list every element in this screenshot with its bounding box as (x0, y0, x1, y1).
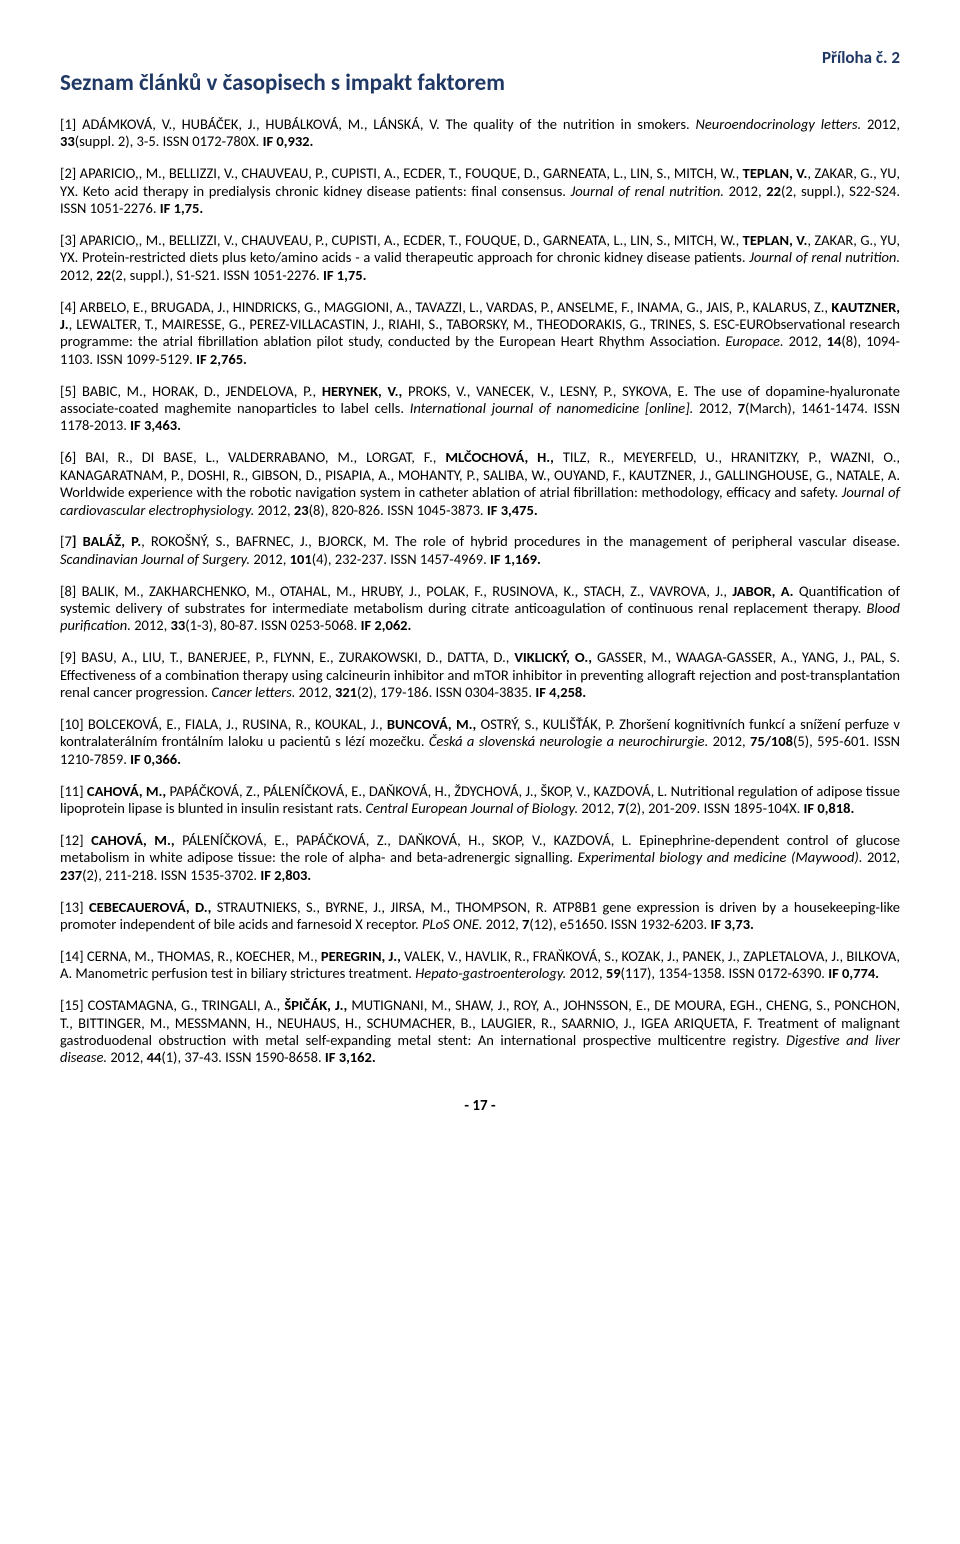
bibliography-entry: [13] CEBECAUEROVÁ, D., STRAUTNIEKS, S., … (60, 899, 900, 934)
appendix-label: Příloha č. 2 (60, 48, 900, 68)
page-number: - 17 - (60, 1097, 900, 1115)
bibliography-entry: [7] BALÁŽ, P., ROKOŠNÝ, S., BAFRNEC, J.,… (60, 533, 900, 568)
bibliography-entry: [12] CAHOVÁ, M., PÁLENÍČKOVÁ, E., PAPÁČK… (60, 832, 900, 884)
bibliography-entry: [14] CERNA, M., THOMAS, R., KOECHER, M.,… (60, 948, 900, 983)
bibliography-entry: [2] APARICIO,, M., BELLIZZI, V., CHAUVEA… (60, 165, 900, 217)
page-title: Seznam článků v časopisech s impakt fakt… (60, 70, 900, 98)
bibliography-entry: [10] BOLCEKOVÁ, E., FIALA, J., RUSINA, R… (60, 716, 900, 768)
bibliography-entry: [3] APARICIO,, M., BELLIZZI, V., CHAUVEA… (60, 232, 900, 284)
bibliography-entry: [6] BAI, R., DI BASE, L., VALDERRABANO, … (60, 449, 900, 519)
entries-list: [1] ADÁMKOVÁ, V., HUBÁČEK, J., HUBÁLKOVÁ… (60, 116, 900, 1067)
bibliography-entry: [4] ARBELO, E., BRUGADA, J., HINDRICKS, … (60, 299, 900, 369)
bibliography-entry: [1] ADÁMKOVÁ, V., HUBÁČEK, J., HUBÁLKOVÁ… (60, 116, 900, 151)
bibliography-entry: [9] BASU, A., LIU, T., BANERJEE, P., FLY… (60, 649, 900, 701)
bibliography-entry: [11] CAHOVÁ, M., PAPÁČKOVÁ, Z., PÁLENÍČK… (60, 783, 900, 818)
bibliography-entry: [15] COSTAMAGNA, G., TRINGALI, A., ŠPIČÁ… (60, 997, 900, 1067)
bibliography-entry: [8] BALIK, M., ZAKHARCHENKO, M., OTAHAL,… (60, 583, 900, 635)
bibliography-entry: [5] BABIC, M., HORAK, D., JENDELOVA, P.,… (60, 383, 900, 435)
